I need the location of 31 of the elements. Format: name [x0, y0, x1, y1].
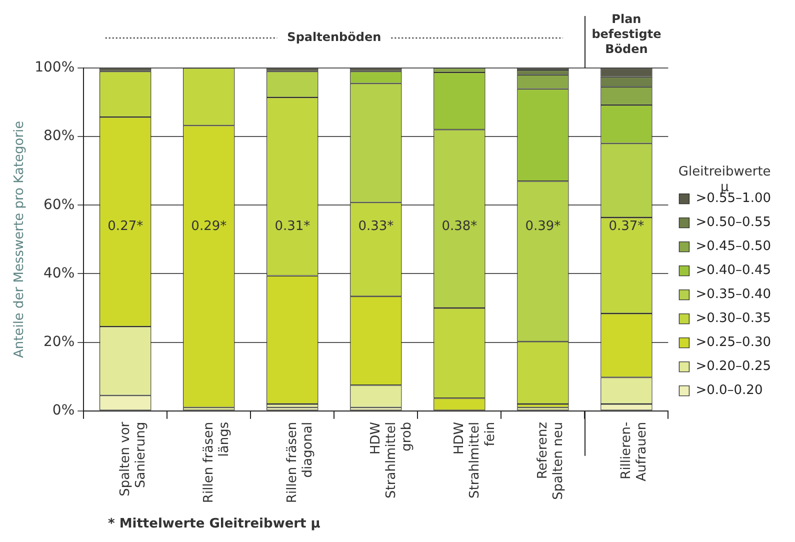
x-tick-label: HDW Strahlmittel grob — [368, 422, 414, 498]
legend-label: >0.50–0.55 — [696, 215, 772, 230]
annotation: 0.38* — [442, 218, 478, 234]
annotation: 0.37* — [608, 218, 645, 234]
legend-label: >0.0–0.20 — [696, 383, 763, 398]
text: * Mittelwerte Gleitreibwert μ — [108, 516, 321, 532]
annotation: 0.31* — [274, 218, 311, 234]
y-axis-title: Anteile der Messwerte pro Kategorie — [12, 120, 28, 358]
text: Plan befestigte Böden — [592, 12, 662, 56]
y-tick-label: 40% — [44, 265, 75, 282]
y-tick-label: 80% — [44, 128, 75, 144]
legend-label: >0.30–0.35 — [696, 311, 772, 326]
legend-label: >0.35–0.40 — [696, 287, 772, 302]
annotation: 0.29* — [191, 218, 228, 234]
annotation: 0.27* — [108, 218, 144, 234]
y-tick-label: 100% — [34, 60, 75, 76]
legend-label: >0.40–0.45 — [696, 263, 772, 278]
x-tick-label: Rillen fräsen diagonal — [284, 422, 316, 504]
legend-label: >0.45–0.50 — [696, 239, 772, 254]
x-tick-label: Spalten vor Sanierung — [118, 421, 148, 496]
x-tick-label: HDW Strahlmittel fein — [452, 422, 498, 498]
y-tick-label: 0% — [52, 402, 75, 419]
text: Spaltenböden — [287, 30, 382, 44]
y-tick-label: 20% — [44, 334, 75, 350]
x-tick-label: Rillieren-Aufrauen — [618, 422, 650, 482]
annotation: 0.39* — [525, 218, 562, 234]
legend-label: >0.20–0.25 — [696, 359, 772, 374]
annotation: 0.33* — [358, 218, 394, 234]
legend-label: >0.25–0.30 — [696, 335, 772, 350]
x-tick-label: Rillen fräsen längs — [201, 422, 232, 504]
y-tick-label: 60% — [44, 196, 75, 213]
